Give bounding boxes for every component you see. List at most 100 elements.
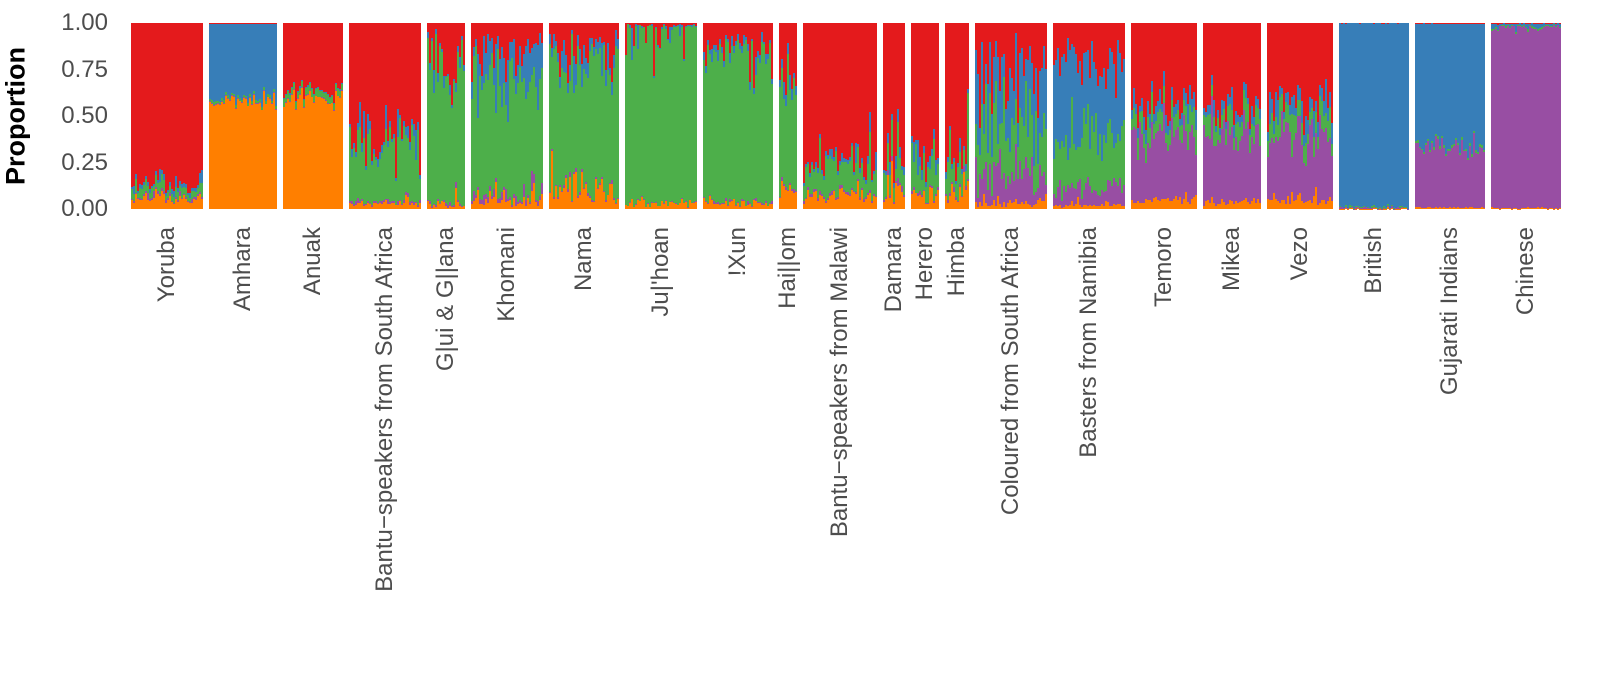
individual-bar: [1123, 23, 1125, 209]
ancestry-segment-ancestry-5: [709, 23, 711, 50]
individual-bar: [1255, 23, 1257, 209]
individual-bar: [285, 23, 287, 209]
ancestry-segment-ancestry-4: [1065, 62, 1067, 136]
ancestry-segment-ancestry-5: [817, 23, 819, 169]
ancestry-segment-ancestry-2: [915, 192, 917, 194]
ancestry-segment-ancestry-4: [1267, 132, 1269, 141]
individual-bar: [447, 23, 449, 209]
individual-bar: [1375, 23, 1377, 209]
ancestry-segment-ancestry-1: [1099, 205, 1101, 209]
ancestry-segment-ancestry-2: [1371, 207, 1373, 209]
ancestry-segment-ancestry-5: [791, 23, 793, 90]
ancestry-segment-ancestry-2: [1439, 148, 1441, 208]
ancestry-segment-ancestry-4: [153, 183, 155, 186]
ancestry-segment-ancestry-3: [1193, 106, 1195, 138]
ancestry-segment-ancestry-4: [1339, 23, 1341, 206]
ancestry-segment-ancestry-1: [767, 206, 769, 209]
ancestry-segment-ancestry-2: [857, 178, 859, 182]
ancestry-segment-ancestry-5: [601, 23, 603, 43]
individual-bar: [565, 23, 567, 209]
ancestry-segment-ancestry-1: [863, 201, 865, 209]
individual-bar: [339, 23, 341, 209]
ancestry-segment-ancestry-1: [1535, 208, 1537, 209]
ancestry-segment-ancestry-1: [631, 199, 633, 209]
ancestry-segment-ancestry-4: [1395, 23, 1397, 208]
ancestry-segment-ancestry-4: [1347, 23, 1349, 208]
ancestry-segment-ancestry-5: [1527, 23, 1529, 25]
ancestry-segment-ancestry-5: [825, 23, 827, 151]
ancestry-segment-ancestry-2: [1169, 145, 1171, 202]
ancestry-segment-ancestry-5: [1003, 23, 1005, 54]
ancestry-segment-ancestry-3: [1421, 148, 1423, 151]
ancestry-segment-ancestry-3: [357, 130, 359, 198]
individual-bar: [991, 23, 993, 209]
ancestry-segment-ancestry-2: [791, 188, 793, 192]
ancestry-segment-ancestry-1: [1365, 208, 1367, 209]
ancestry-segment-ancestry-1: [893, 204, 895, 209]
ancestry-segment-ancestry-4: [513, 38, 515, 79]
ancestry-segment-ancestry-3: [1401, 205, 1403, 208]
ancestry-segment-ancestry-5: [575, 23, 577, 65]
ancestry-segment-ancestry-4: [365, 166, 367, 171]
ancestry-segment-ancestry-4: [375, 156, 377, 160]
ancestry-segment-ancestry-2: [1027, 168, 1029, 205]
ancestry-segment-ancestry-2: [237, 97, 239, 99]
ancestry-segment-ancestry-4: [835, 146, 837, 152]
ancestry-segment-ancestry-1: [769, 204, 771, 209]
ancestry-segment-ancestry-4: [1115, 97, 1117, 144]
ancestry-segment-ancestry-1: [1081, 207, 1083, 209]
individual-bar: [505, 23, 507, 209]
ancestry-segment-ancestry-2: [1425, 145, 1427, 208]
ancestry-segment-ancestry-2: [457, 199, 459, 202]
ancestry-segment-ancestry-2: [1077, 182, 1079, 197]
individual-bar: [929, 23, 931, 209]
ancestry-segment-ancestry-1: [755, 201, 757, 209]
ancestry-segment-ancestry-5: [1213, 23, 1215, 101]
ancestry-segment-ancestry-5: [1453, 23, 1455, 24]
ancestry-segment-ancestry-1: [525, 205, 527, 209]
individual-bar: [1097, 23, 1099, 209]
ancestry-segment-ancestry-5: [1457, 23, 1459, 24]
individual-bar: [1059, 23, 1061, 209]
ancestry-segment-ancestry-3: [1005, 140, 1007, 190]
ancestry-segment-ancestry-2: [1045, 184, 1047, 194]
ancestry-segment-ancestry-1: [383, 201, 385, 209]
individual-bar: [317, 23, 319, 209]
ancestry-segment-ancestry-1: [475, 198, 477, 209]
ancestry-segment-ancestry-5: [409, 23, 411, 142]
ancestry-segment-ancestry-3: [991, 156, 993, 196]
ancestry-segment-ancestry-5: [229, 23, 231, 24]
population-panel: [779, 23, 797, 209]
ancestry-segment-ancestry-5: [209, 23, 211, 24]
ancestry-segment-ancestry-2: [565, 175, 567, 179]
ancestry-segment-ancestry-5: [379, 23, 381, 153]
individual-bar: [587, 23, 589, 209]
ancestry-segment-ancestry-1: [829, 196, 831, 209]
ancestry-segment-ancestry-2: [1537, 30, 1539, 208]
ancestry-segment-ancestry-5: [1549, 23, 1551, 24]
ancestry-segment-ancestry-1: [1219, 203, 1221, 209]
ancestry-segment-ancestry-1: [1013, 202, 1015, 209]
ancestry-segment-ancestry-3: [1405, 207, 1407, 209]
ancestry-segment-ancestry-2: [171, 200, 173, 203]
ancestry-segment-ancestry-2: [867, 193, 869, 196]
individual-bar: [593, 23, 595, 209]
ancestry-segment-ancestry-5: [677, 23, 679, 25]
ancestry-segment-ancestry-1: [445, 205, 447, 209]
ancestry-segment-ancestry-3: [1289, 115, 1291, 132]
ancestry-segment-ancestry-5: [1297, 23, 1299, 86]
individual-bar: [353, 23, 355, 209]
ancestry-segment-ancestry-1: [1405, 208, 1407, 209]
ancestry-segment-ancestry-4: [861, 158, 863, 163]
ancestry-segment-ancestry-4: [1559, 23, 1561, 27]
ancestry-segment-ancestry-1: [287, 99, 289, 209]
individual-bar: [1399, 23, 1401, 209]
individual-bar: [1139, 23, 1141, 209]
individual-bar: [1173, 23, 1175, 209]
ancestry-segment-ancestry-1: [645, 206, 647, 209]
ancestry-segment-ancestry-4: [1073, 46, 1075, 145]
y-tick-label: 0.00: [61, 195, 108, 222]
ancestry-segment-ancestry-2: [1241, 136, 1243, 201]
ancestry-segment-ancestry-1: [763, 205, 765, 209]
individual-bar: [293, 23, 295, 209]
